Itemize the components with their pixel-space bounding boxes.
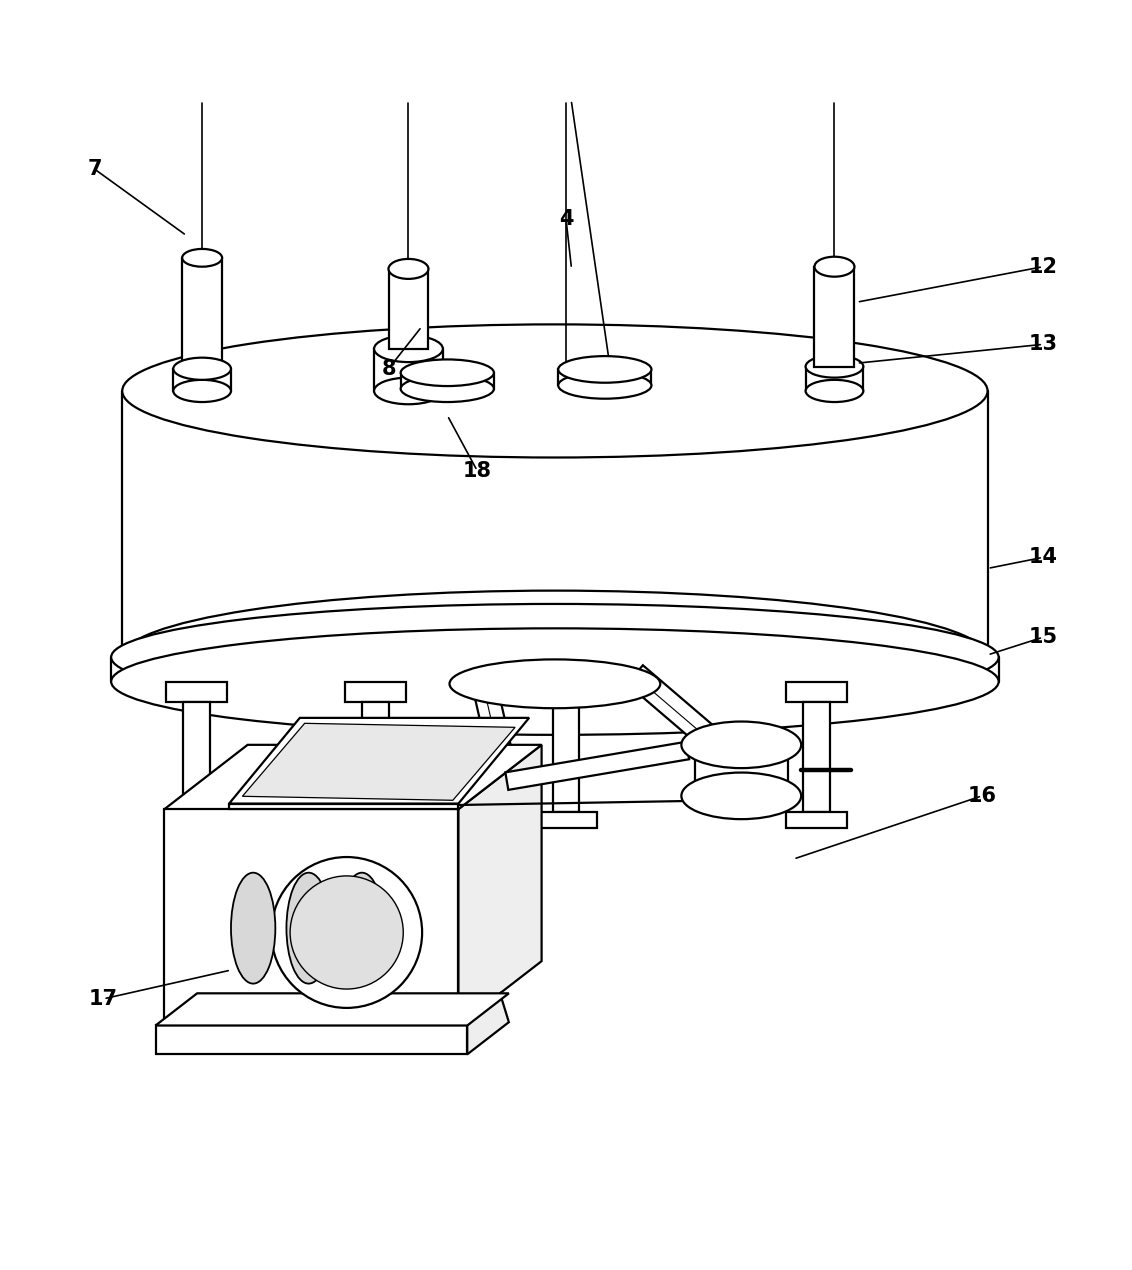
Bar (166, 682, 228, 701)
Bar (552, 701, 580, 813)
Polygon shape (242, 724, 515, 800)
Text: 16: 16 (968, 786, 996, 806)
Bar (173, 368, 231, 391)
Ellipse shape (111, 605, 998, 710)
Bar (787, 682, 847, 701)
Bar (388, 269, 428, 349)
Ellipse shape (290, 876, 403, 989)
Bar (183, 701, 209, 813)
Polygon shape (468, 993, 509, 1054)
Bar (558, 370, 651, 385)
Ellipse shape (815, 257, 855, 277)
Ellipse shape (681, 721, 801, 768)
Polygon shape (472, 678, 512, 757)
Bar (164, 809, 458, 1025)
Ellipse shape (558, 356, 651, 382)
Ellipse shape (231, 872, 275, 984)
Ellipse shape (272, 857, 422, 1008)
Ellipse shape (122, 591, 987, 724)
Ellipse shape (122, 324, 987, 457)
Ellipse shape (401, 376, 494, 403)
Bar (695, 743, 788, 798)
Bar (166, 813, 228, 828)
Polygon shape (505, 742, 689, 790)
Polygon shape (155, 993, 509, 1025)
Bar (804, 701, 830, 813)
Text: 14: 14 (1029, 547, 1057, 568)
Ellipse shape (401, 359, 494, 386)
Bar (362, 701, 388, 813)
Polygon shape (111, 657, 998, 682)
Text: 12: 12 (1029, 257, 1057, 277)
Text: 7: 7 (87, 159, 102, 179)
Bar (787, 813, 847, 828)
Text: 13: 13 (1029, 334, 1057, 354)
Ellipse shape (111, 629, 998, 735)
Ellipse shape (182, 249, 222, 267)
Text: 15: 15 (1029, 627, 1057, 648)
Ellipse shape (173, 358, 231, 380)
Bar (401, 373, 494, 389)
Bar (535, 682, 597, 701)
Polygon shape (164, 744, 541, 809)
Polygon shape (627, 665, 735, 762)
Ellipse shape (558, 372, 651, 399)
Bar (815, 267, 855, 367)
Ellipse shape (374, 335, 443, 362)
Text: 17: 17 (89, 989, 118, 1008)
Ellipse shape (695, 724, 788, 761)
Polygon shape (229, 804, 458, 809)
Ellipse shape (286, 872, 331, 984)
Bar (535, 813, 597, 828)
Ellipse shape (374, 377, 443, 404)
Ellipse shape (173, 380, 231, 403)
Text: 8: 8 (381, 358, 396, 378)
Polygon shape (122, 391, 987, 657)
Ellipse shape (695, 780, 788, 817)
Ellipse shape (806, 380, 864, 403)
Polygon shape (248, 744, 541, 961)
Ellipse shape (340, 872, 384, 984)
Bar (806, 367, 864, 391)
Polygon shape (458, 744, 541, 1025)
Ellipse shape (681, 772, 801, 819)
Text: 4: 4 (559, 210, 573, 229)
Bar (182, 258, 222, 368)
Bar (344, 813, 405, 828)
Ellipse shape (806, 356, 864, 377)
Polygon shape (229, 718, 529, 804)
Text: 18: 18 (463, 461, 491, 481)
Ellipse shape (388, 259, 428, 279)
Ellipse shape (449, 659, 660, 709)
Bar (155, 1025, 468, 1054)
Bar (344, 682, 405, 701)
Bar (374, 349, 443, 391)
